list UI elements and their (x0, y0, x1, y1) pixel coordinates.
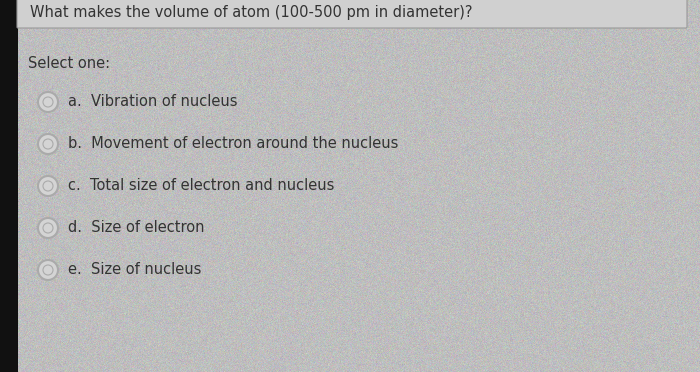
Circle shape (38, 260, 58, 280)
Circle shape (38, 176, 58, 196)
Bar (0, 0, 18, 372)
Text: a.  Vibration of nucleus: a. Vibration of nucleus (68, 94, 237, 109)
Circle shape (43, 139, 53, 149)
Circle shape (43, 181, 53, 191)
Text: What makes the volume of atom (100-500 pm in diameter)?: What makes the volume of atom (100-500 p… (30, 6, 472, 20)
Text: d.  Size of electron: d. Size of electron (68, 221, 204, 235)
Text: Select one:: Select one: (28, 57, 110, 71)
Circle shape (43, 97, 53, 107)
Text: e.  Size of nucleus: e. Size of nucleus (68, 263, 202, 278)
Text: c.  Total size of electron and nucleus: c. Total size of electron and nucleus (68, 179, 335, 193)
Circle shape (38, 92, 58, 112)
FancyBboxPatch shape (17, 0, 687, 28)
Circle shape (38, 134, 58, 154)
Circle shape (43, 223, 53, 233)
Text: b.  Movement of electron around the nucleus: b. Movement of electron around the nucle… (68, 137, 398, 151)
Circle shape (43, 265, 53, 275)
Circle shape (38, 218, 58, 238)
